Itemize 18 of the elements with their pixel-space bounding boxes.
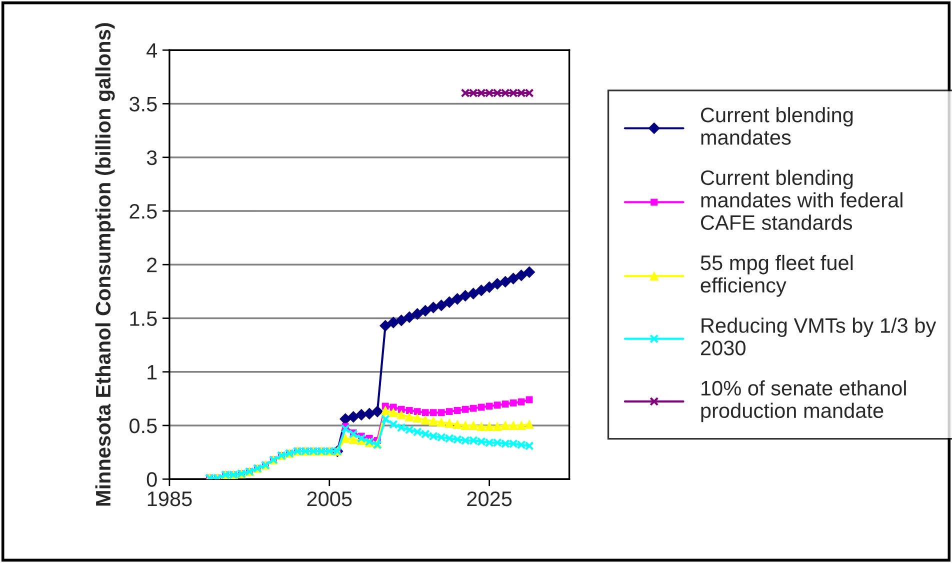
y-tick-label: 0.5 <box>130 418 157 434</box>
legend-label: Reducing VMTs by 1/3 by 2030 <box>700 318 936 356</box>
legend-label: 55 mpg fleet fuel efficiency <box>700 254 853 297</box>
y-tick-label: 4 <box>146 43 158 58</box>
y-tick-label: 1 <box>148 365 157 380</box>
y-tick-label: 2.5 <box>130 204 157 219</box>
y-tick-label: 3 <box>146 150 157 166</box>
y-tick-label: 2 <box>147 258 157 272</box>
y-tick-label: 0 <box>146 472 157 487</box>
x-tick-label: 2025 <box>467 491 512 506</box>
legend-label: 10% of senate ethanol production mandate <box>701 380 906 422</box>
y-axis-title: Minnesota Ethanol Consumption (billion gallons) <box>95 23 115 506</box>
x-tick-label: 2005 <box>307 491 352 506</box>
legend-label: Current blending mandates <box>700 107 853 145</box>
x-tick-label: 1985 <box>148 491 192 506</box>
y-tick-label: 3.5 <box>129 96 157 112</box>
y-tick-label: 1.5 <box>130 311 157 326</box>
legend-label: Current blending mandates with federal CAFE standards <box>700 170 902 230</box>
